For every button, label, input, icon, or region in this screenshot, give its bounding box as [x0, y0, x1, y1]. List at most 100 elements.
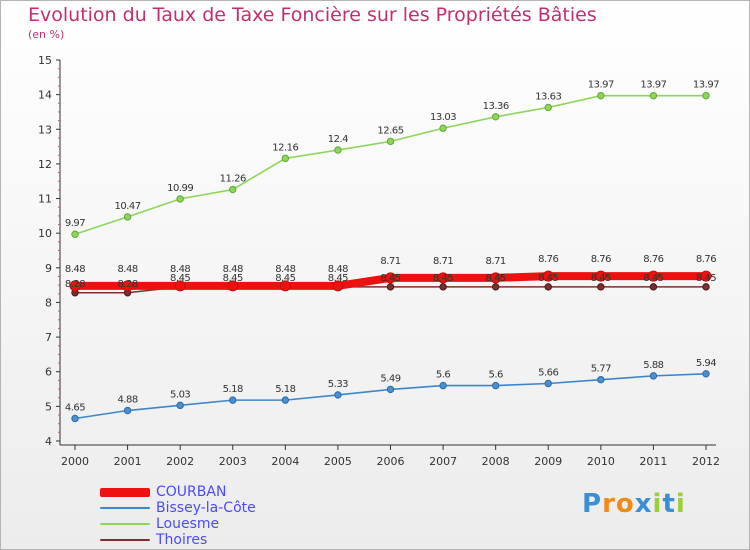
legend-item-louesme: Louesme	[100, 516, 256, 532]
data-point-louesme-2011	[649, 91, 658, 100]
y-tick-label-9: 9	[45, 262, 52, 275]
data-label-bissey-la-cote-2010: 5.77	[591, 364, 611, 375]
proxiti-logo: Proxiti	[582, 489, 686, 519]
x-tick-label-2002: 2002	[166, 455, 194, 468]
y-tick-label-12: 12	[38, 158, 52, 171]
data-label-courban-2001: 8.48	[117, 264, 137, 275]
y-tick-label-7: 7	[45, 331, 52, 344]
data-point-bissey-la-cote-2004	[281, 396, 290, 404]
data-label-bissey-la-cote-2005: 5.33	[328, 379, 348, 390]
y-tick-label-8: 8	[45, 296, 52, 309]
data-label-courban-2010: 8.76	[591, 254, 611, 265]
data-label-thoires-2007: 8.45	[433, 273, 453, 284]
legend: COURBAN Bissey-la-Côte Louesme Thoires	[100, 484, 256, 548]
y-tick-label-13: 13	[38, 123, 52, 136]
series-line-louesme	[74, 94, 707, 236]
data-point-courban-2011	[647, 270, 659, 282]
data-label-courban-2000: 8.48	[65, 264, 85, 275]
data-label-thoires-2003: 8.45	[223, 273, 243, 284]
data-label-thoires-2000: 8.28	[65, 279, 85, 290]
x-tick-label-2008: 2008	[482, 455, 510, 468]
y-tick-label-4: 4	[45, 435, 52, 448]
data-label-thoires-2001: 8.28	[117, 279, 137, 290]
logo-letter: P	[582, 489, 603, 519]
x-tick-label-2010: 2010	[587, 455, 615, 468]
x-tick-label-2000: 2000	[61, 455, 89, 468]
x-tick-label-2004: 2004	[271, 455, 299, 468]
data-label-thoires-2002: 8.45	[170, 273, 190, 284]
data-label-thoires-2012: 8.45	[696, 273, 716, 284]
legend-item-courban: COURBAN	[100, 484, 256, 500]
data-label-bissey-la-cote-2004: 5.18	[275, 384, 295, 395]
data-point-louesme-2002	[176, 195, 184, 203]
data-point-bissey-la-cote-2000	[71, 414, 79, 423]
data-label-bissey-la-cote-2000: 4.65	[65, 402, 85, 413]
data-label-courban-2007: 8.71	[433, 256, 453, 267]
data-label-bissey-la-cote-2008: 5.6	[488, 370, 503, 381]
legend-item-thoires: Thoires	[100, 532, 256, 548]
data-point-bissey-la-cote-2007	[439, 381, 447, 390]
x-tick-label-2009: 2009	[534, 455, 562, 468]
data-point-louesme-2006	[386, 137, 395, 146]
data-label-bissey-la-cote-2011: 5.88	[643, 360, 663, 371]
data-label-thoires-2005: 8.45	[328, 273, 348, 284]
data-label-bissey-la-cote-2012: 5.94	[696, 358, 716, 369]
data-label-thoires-2004: 8.45	[275, 273, 295, 284]
data-point-courban-2008	[490, 272, 502, 284]
logo-letter: i	[652, 489, 663, 519]
data-label-courban-2009: 8.76	[538, 254, 558, 265]
legend-label-courban: COURBAN	[156, 484, 227, 500]
data-point-louesme-2007	[439, 124, 447, 132]
data-point-louesme-2012	[702, 91, 710, 100]
y-tick-label-5: 5	[45, 400, 52, 413]
logo-letter: i	[675, 489, 686, 519]
data-point-courban-2006	[385, 272, 396, 284]
legend-swatch-bissey-la-cote	[100, 507, 150, 509]
data-point-thoires-2006	[386, 283, 395, 291]
logo-letter: o	[615, 489, 635, 519]
legend-swatch-courban	[100, 487, 150, 497]
data-point-bissey-la-cote-2001	[123, 406, 132, 415]
data-label-louesme-2009: 13.63	[535, 91, 561, 102]
data-label-louesme-2010: 13.97	[588, 80, 614, 91]
data-point-louesme-2005	[334, 146, 342, 154]
data-point-bissey-la-cote-2005	[334, 391, 342, 399]
y-tick-label-15: 15	[38, 54, 52, 67]
data-label-courban-2012: 8.76	[696, 254, 716, 265]
data-label-courban-2003: 8.48	[223, 264, 243, 275]
data-point-louesme-2001	[123, 213, 132, 221]
data-label-bissey-la-cote-2009: 5.66	[538, 368, 558, 379]
data-label-thoires-2010: 8.45	[591, 273, 611, 284]
data-point-courban-2002	[174, 280, 186, 292]
data-point-courban-2005	[332, 280, 344, 292]
legend-swatch-louesme	[100, 523, 150, 525]
data-point-courban-2004	[279, 280, 291, 292]
y-tick-label-11: 11	[38, 193, 52, 206]
data-point-louesme-2003	[229, 185, 237, 194]
data-label-louesme-2012: 13.97	[693, 80, 719, 91]
data-label-courban-2011: 8.76	[643, 254, 663, 265]
data-label-thoires-2008: 8.45	[486, 273, 506, 284]
data-point-bissey-la-cote-2003	[229, 396, 237, 404]
legend-label-bissey-la-cote: Bissey-la-Côte	[156, 500, 256, 516]
chart-title: Evolution du Taux de Taxe Foncière sur l…	[28, 4, 597, 26]
data-point-bissey-la-cote-2008	[491, 381, 500, 390]
data-point-bissey-la-cote-2002	[176, 401, 184, 410]
data-label-bissey-la-cote-2007: 5.6	[436, 370, 451, 381]
data-label-courban-2002: 8.48	[170, 264, 190, 275]
data-point-bissey-la-cote-2011	[649, 372, 658, 380]
data-label-courban-2006: 8.71	[380, 256, 400, 267]
data-label-louesme-2008: 13.36	[483, 101, 509, 112]
data-point-thoires-2009	[544, 283, 552, 291]
data-point-thoires-2007	[439, 283, 447, 291]
data-point-bissey-la-cote-2006	[386, 385, 395, 394]
data-point-thoires-2011	[649, 283, 658, 291]
data-point-courban-2000	[69, 280, 81, 292]
data-label-louesme-2006: 12.65	[377, 125, 403, 136]
y-tick-label-6: 6	[45, 366, 52, 379]
x-tick-label-2012: 2012	[692, 455, 720, 468]
legend-swatch-thoires	[100, 539, 150, 541]
legend-label-louesme: Louesme	[156, 516, 220, 532]
y-tick-label-10: 10	[38, 227, 52, 240]
